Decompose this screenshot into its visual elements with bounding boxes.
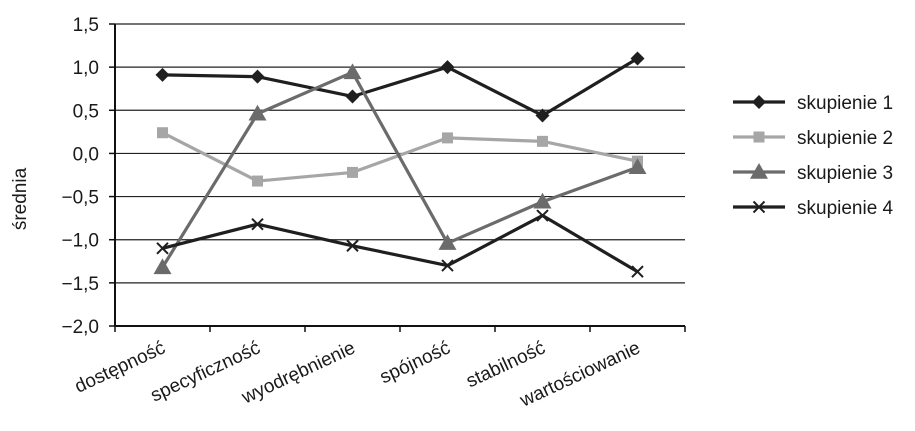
legend-item: skupienie 3: [733, 163, 893, 184]
data-point: [156, 242, 169, 255]
data-point: [155, 67, 170, 82]
legend-marker: [752, 95, 766, 109]
legend-item: skupienie 2: [733, 128, 893, 149]
legend-marker: [752, 200, 766, 214]
series-3: [153, 63, 647, 275]
data-point: [346, 239, 359, 252]
y-tick-label: 0,5: [73, 101, 99, 122]
series-line: [161, 70, 639, 269]
data-point: [438, 234, 457, 250]
marker-stroke: [631, 265, 644, 278]
y-tick-label: 1,5: [73, 15, 99, 36]
legend-label: skupienie 4: [797, 198, 894, 219]
legend-item: skupienie 1: [733, 93, 893, 114]
y-tick-label: −1,0: [61, 231, 99, 252]
series-lines: [153, 51, 647, 278]
data-point: [248, 104, 267, 121]
series-4: [156, 209, 644, 278]
data-point: [345, 89, 360, 104]
legend-label: skupienie 3: [797, 163, 893, 184]
data-point: [157, 127, 168, 139]
data-point: [630, 51, 645, 66]
marker-stroke: [752, 200, 766, 214]
data-point: [533, 192, 552, 209]
series-line: [162, 57, 639, 118]
y-tick-label: −1,5: [61, 274, 99, 295]
y-axis-title: średnia: [10, 167, 31, 230]
data-point: [347, 166, 358, 178]
axes: [109, 23, 686, 332]
data-point: [251, 217, 264, 231]
data-point: [343, 63, 362, 80]
data-point: [628, 158, 647, 174]
y-tick-label: −0,5: [61, 188, 99, 209]
legend-label: skupienie 1: [797, 93, 893, 114]
data-point: [631, 265, 644, 278]
marker-stroke: [346, 239, 359, 252]
data-point: [153, 258, 172, 275]
data-point: [537, 135, 548, 147]
y-tick-label: −2,0: [61, 317, 99, 338]
data-point: [252, 175, 263, 187]
y-tick-label: 0,0: [73, 144, 99, 165]
legend-marker: [750, 163, 768, 179]
x-category-label: spójność: [377, 337, 454, 388]
data-point: [442, 132, 453, 144]
series-line: [162, 213, 639, 274]
data-point: [441, 259, 454, 272]
data-point: [536, 209, 549, 222]
gridlines: [115, 23, 685, 284]
marker-stroke: [251, 217, 264, 231]
legend: skupienie 1 skupienie 2 skupienie 3 skupien…: [733, 93, 894, 219]
series-1: [155, 51, 645, 123]
marker-stroke: [536, 209, 549, 222]
data-point: [535, 108, 550, 123]
marker-stroke: [156, 242, 169, 255]
data-point: [250, 69, 265, 84]
y-tick-label: 1,0: [73, 58, 99, 79]
data-point: [440, 60, 455, 75]
y-tick-labels: 1,5 1,0 0,5 0,0 −0,5 −1,0 −1,5 −2,0: [61, 15, 99, 338]
legend-marker: [753, 131, 765, 143]
marker-stroke: [441, 259, 454, 272]
legend-item: skupienie 4: [733, 198, 894, 219]
legend-label: skupienie 2: [797, 128, 893, 149]
